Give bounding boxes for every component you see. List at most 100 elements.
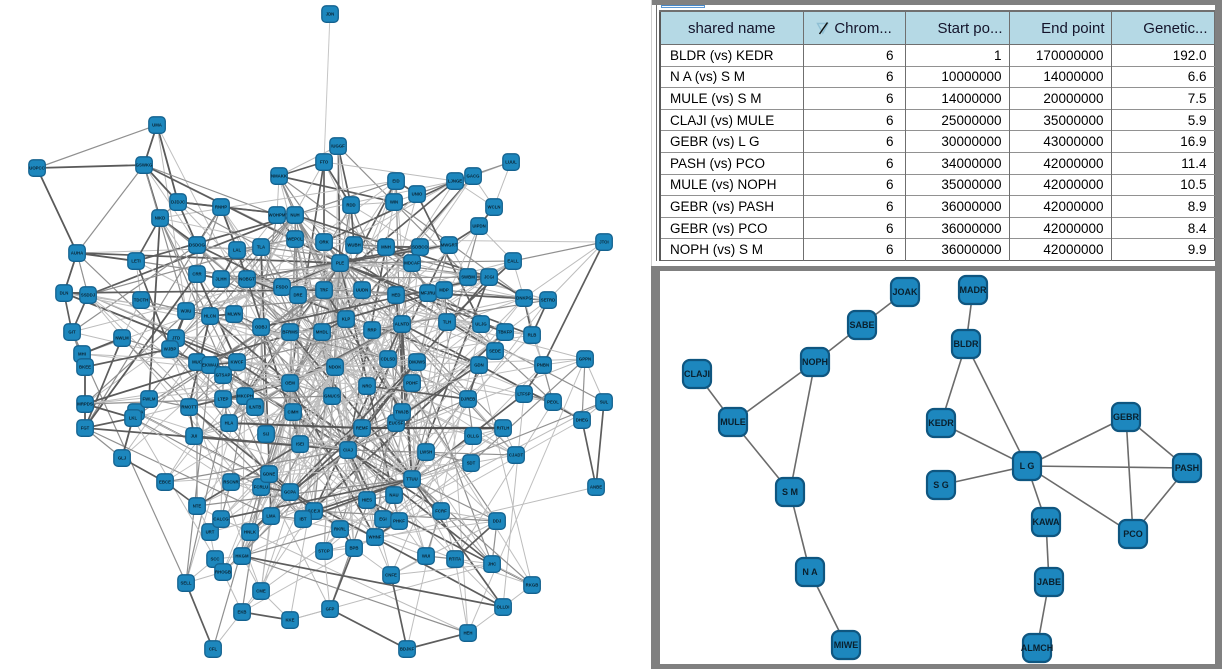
svg-text:ANBE: ANBE xyxy=(590,485,602,490)
svg-text:JTD: JTD xyxy=(172,336,180,341)
svg-text:ILNTB: ILNTB xyxy=(249,405,262,410)
svg-text:NRO: NRO xyxy=(362,384,372,389)
svg-text:GDNE: GDNE xyxy=(263,472,276,477)
svg-text:UNIO: UNIO xyxy=(412,192,423,197)
svg-text:WCLN: WCLN xyxy=(488,205,501,210)
svg-text:TDCTH: TDCTH xyxy=(134,298,149,303)
svg-text:HLCN: HLCN xyxy=(204,314,216,319)
svg-text:RITLH: RITLH xyxy=(497,426,510,431)
svg-text:FSDO: FSDO xyxy=(276,285,289,290)
svg-text:JCGI: JCGI xyxy=(484,275,494,280)
svg-text:MDCAF: MDCAF xyxy=(404,261,420,266)
svg-text:GIT: GIT xyxy=(68,330,76,335)
svg-text:GEBR: GEBR xyxy=(1113,412,1140,422)
svg-text:RLB: RLB xyxy=(528,333,537,338)
svg-text:EALL: EALL xyxy=(507,259,519,264)
svg-text:REMF: REMF xyxy=(356,426,369,431)
svg-text:MULE: MULE xyxy=(720,417,746,427)
svg-text:GNUCS: GNUCS xyxy=(324,394,340,399)
svg-text:PNBN: PNBN xyxy=(537,363,549,368)
svg-text:NDOK: NDOK xyxy=(329,365,343,370)
svg-text:CJADT: CJADT xyxy=(509,453,524,458)
svg-text:CFL: CFL xyxy=(209,647,218,652)
svg-text:PCO: PCO xyxy=(1123,529,1143,539)
svg-text:TLA: TLA xyxy=(257,245,265,250)
svg-text:TRF: TRF xyxy=(320,288,329,293)
svg-text:MHI: MHI xyxy=(78,352,86,357)
svg-text:SABE: SABE xyxy=(849,320,874,330)
svg-text:MFJRU: MFJRU xyxy=(421,291,436,296)
svg-text:LETI: LETI xyxy=(131,259,140,264)
svg-text:IBT: IBT xyxy=(300,517,307,522)
svg-text:PHKF: PHKF xyxy=(393,519,405,524)
svg-text:SIJ: SIJ xyxy=(263,432,270,437)
svg-text:UMA: UMA xyxy=(152,123,162,128)
svg-text:BFRMS: BFRMS xyxy=(282,330,297,335)
svg-text:LTEP: LTEP xyxy=(218,397,229,402)
svg-text:NOBGT: NOBGT xyxy=(239,277,255,282)
svg-text:WJBP: WJBP xyxy=(164,347,177,352)
svg-text:CRR: CRR xyxy=(192,272,202,277)
svg-text:L G: L G xyxy=(1020,461,1035,471)
svg-text:RSCNR: RSCNR xyxy=(223,480,239,485)
svg-text:N A: N A xyxy=(802,567,818,577)
svg-text:STCP: STCP xyxy=(318,549,330,554)
svg-text:SDT: SDT xyxy=(467,461,476,466)
svg-text:WJIU: WJIU xyxy=(181,309,192,314)
svg-text:BLDR: BLDR xyxy=(954,339,979,349)
svg-text:DJREB: DJREB xyxy=(461,397,476,402)
svg-text:CDLSD: CDLSD xyxy=(381,357,396,362)
svg-text:WOHPM: WOHPM xyxy=(269,213,286,218)
svg-text:LAL: LAL xyxy=(233,248,242,253)
svg-text:NIKD: NIKD xyxy=(155,216,166,221)
svg-text:JHC: JHC xyxy=(488,562,497,567)
svg-text:TLH: TLH xyxy=(443,320,451,325)
svg-text:MUC: MUC xyxy=(192,360,202,365)
svg-text:OLLG: OLLG xyxy=(467,434,480,439)
svg-text:NUH: NUH xyxy=(290,213,299,218)
svg-text:MWGRT: MWGRT xyxy=(441,243,458,248)
svg-text:NOPH: NOPH xyxy=(802,357,828,367)
svg-text:OLLDI: OLLDI xyxy=(497,605,510,610)
svg-text:SUL: SUL xyxy=(600,400,609,405)
svg-text:TBKFP: TBKFP xyxy=(498,330,512,335)
svg-text:BDJKF: BDJKF xyxy=(400,647,415,652)
svg-text:LTFSP: LTFSP xyxy=(517,392,530,397)
svg-text:FCRF: FCRF xyxy=(435,509,447,514)
svg-text:PEOL: PEOL xyxy=(547,400,559,405)
svg-text:FCRLU: FCRLU xyxy=(254,485,269,490)
svg-text:SDBCO: SDBCO xyxy=(412,245,428,250)
svg-text:MDP: MDP xyxy=(439,288,449,293)
svg-text:EID: EID xyxy=(392,179,399,184)
svg-text:CLAJI: CLAJI xyxy=(684,369,710,379)
svg-text:DRE: DRE xyxy=(293,293,302,298)
svg-text:EKB: EKB xyxy=(237,610,246,615)
svg-text:RRP: RRP xyxy=(367,328,376,333)
svg-text:DDJ: DDJ xyxy=(493,519,502,524)
svg-text:BKEE: BKEE xyxy=(79,365,91,370)
svg-text:GACG: GACG xyxy=(467,174,481,179)
svg-text:UOPCC: UOPCC xyxy=(29,166,45,171)
svg-text:GSWKG: GSWKG xyxy=(136,163,153,168)
svg-text:DLN: DLN xyxy=(60,291,69,296)
svg-text:SELL: SELL xyxy=(181,581,192,586)
svg-text:JUI: JUI xyxy=(191,434,198,439)
svg-text:JABE: JABE xyxy=(1037,577,1061,587)
svg-text:ISEI: ISEI xyxy=(296,442,304,447)
svg-text:HLA: HLA xyxy=(225,421,234,426)
svg-text:LKL: LKL xyxy=(129,416,138,421)
svg-text:WEPCL: WEPCL xyxy=(287,237,303,242)
svg-text:JOAK: JOAK xyxy=(892,287,918,297)
svg-text:WUBH: WUBH xyxy=(347,243,360,248)
svg-text:DJDJC: DJDJC xyxy=(171,200,185,205)
svg-text:AUHA: AUHA xyxy=(71,251,83,256)
svg-text:TWIJB: TWIJB xyxy=(395,410,408,415)
svg-text:NWLM: NWLM xyxy=(115,336,129,341)
svg-text:RHOGB: RHOGB xyxy=(215,570,231,575)
svg-text:LJNGE: LJNGE xyxy=(448,179,462,184)
svg-text:LWSH: LWSH xyxy=(420,450,432,455)
svg-text:NAU: NAU xyxy=(389,493,398,498)
svg-text:MNH: MNH xyxy=(381,245,391,250)
svg-text:PLE: PLE xyxy=(336,261,344,266)
svg-text:MADR: MADR xyxy=(960,285,987,295)
